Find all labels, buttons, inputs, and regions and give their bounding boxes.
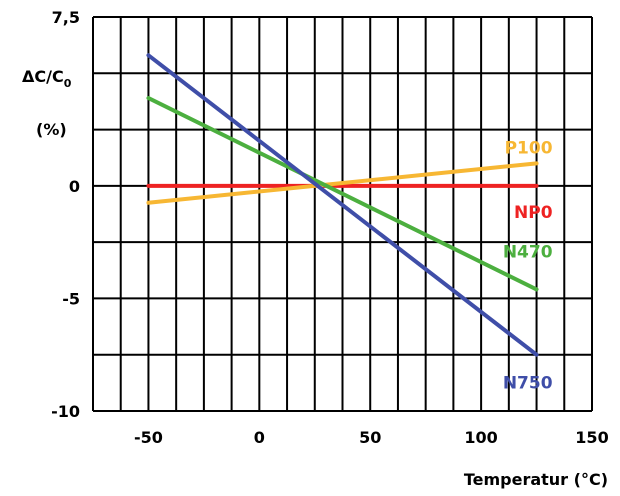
series-labels: NP0 P100 N470 N750 (503, 138, 553, 393)
grid (92, 16, 593, 412)
series-label-p100: P100 (505, 138, 553, 158)
series-label-n750: N750 (503, 374, 553, 394)
y-tick-label: -10 (51, 402, 80, 421)
x-tick-label: 100 (464, 428, 497, 447)
x-axis-label: Temperatur (°C) (464, 470, 608, 489)
y-axis-ticks: -10 -5 0 7,5 (51, 8, 80, 421)
y-tick-label: -5 (62, 289, 80, 308)
y-tick-label: 0 (69, 177, 80, 196)
y-axis-label: ΔC/C0 (22, 67, 72, 90)
x-tick-label: 150 (575, 428, 608, 447)
series-label-np0: NP0 (514, 203, 553, 223)
x-tick-label: 0 (254, 428, 265, 447)
x-axis-ticks: -50 0 50 100 150 (134, 428, 609, 447)
y-tick-label: 7,5 (52, 8, 80, 27)
y-axis-unit: (%) (36, 120, 67, 139)
series-line-n470 (146, 96, 539, 292)
y-axis-label-subscript: 0 (64, 77, 72, 90)
y-axis-label-main: ΔC/C (22, 67, 64, 86)
series-lines (146, 53, 539, 357)
series-line-p100 (146, 161, 539, 205)
x-tick-label: 50 (359, 428, 381, 447)
series-line-n750 (146, 53, 539, 357)
series-label-n470: N470 (503, 242, 553, 262)
x-tick-label: -50 (134, 428, 163, 447)
